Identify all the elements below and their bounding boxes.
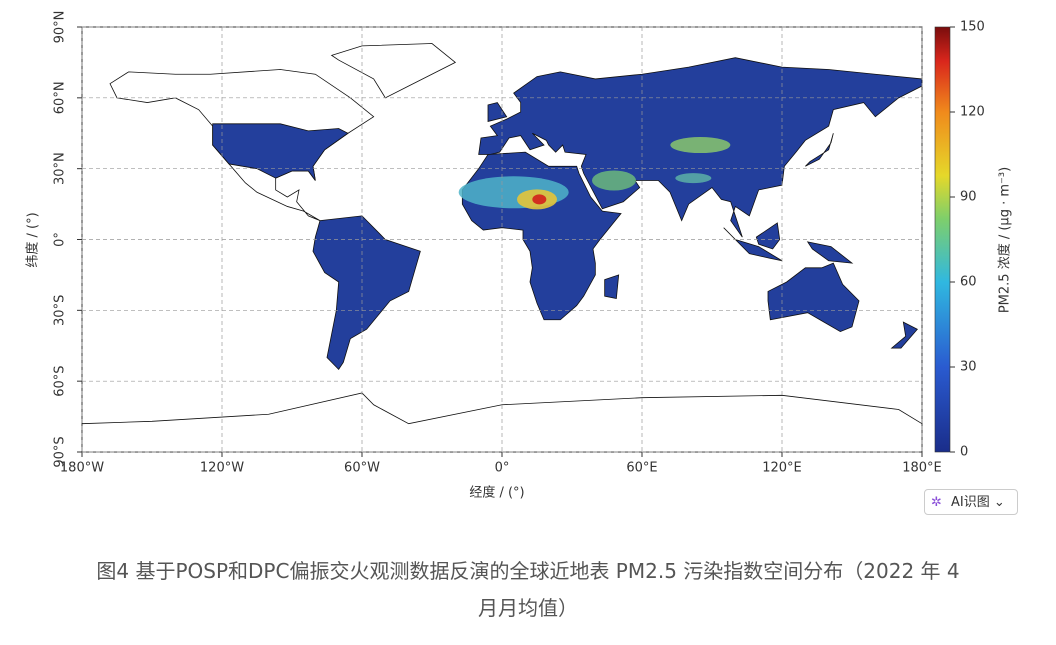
colorbar-tick-label: 150 <box>960 20 985 35</box>
hotspot <box>670 137 731 154</box>
y-tick-label: 60°S <box>53 366 68 397</box>
continent <box>767 262 860 333</box>
colorbar-tick-label: 30 <box>960 360 977 375</box>
x-tick-label: 180°W <box>60 461 104 476</box>
y-tick-label: 30°N <box>53 152 68 185</box>
island <box>890 321 918 349</box>
island <box>805 133 834 167</box>
x-tick-label: 180°E <box>902 461 942 476</box>
x-tick-label: 60°W <box>344 461 380 476</box>
hotspot <box>675 173 712 184</box>
continent <box>330 43 457 99</box>
caption-line: 月月均值） <box>478 596 578 620</box>
colorbar-tick-label: 90 <box>960 190 977 205</box>
y-tick-label: 90°N <box>53 11 68 44</box>
ai-button[interactable]: ✲ AI识图 ⌄ <box>924 489 1018 515</box>
chart: 经度 / (°) 纬度 / (°) PM2.5 浓度 / (μg · m⁻³) … <box>25 11 1013 501</box>
colorbar-tick-label: 120 <box>960 105 985 120</box>
colorbar-label: PM2.5 浓度 / (μg · m⁻³) <box>997 167 1013 313</box>
grid <box>77 26 923 457</box>
x-tick-label: 120°E <box>762 461 802 476</box>
x-tick-label: 60°E <box>626 461 657 476</box>
pm-area <box>212 123 349 181</box>
ai-button-label: AI识图 <box>951 495 990 510</box>
island <box>806 241 854 264</box>
hotspot <box>532 194 547 205</box>
ai-icon: ✲ <box>931 495 942 510</box>
x-axis-label: 经度 / (°) <box>469 485 524 501</box>
y-tick-label: 60°N <box>53 81 68 114</box>
colorbar-tick-label: 60 <box>960 275 977 290</box>
y-tick-label: 90°S <box>53 436 68 467</box>
y-tick-label: 30°S <box>53 295 68 326</box>
island <box>487 102 508 122</box>
caption-line: 图4 基于POSP和DPC偏振交火观测数据反演的全球近地表 PM2.5 污染指数… <box>96 559 960 583</box>
hotspot <box>592 170 636 191</box>
x-tick-label: 120°W <box>200 461 244 476</box>
continent <box>312 215 421 370</box>
island <box>755 222 781 250</box>
island <box>604 274 620 300</box>
y-tick-label: 0° <box>53 232 68 247</box>
colorbar-tick-label: 0 <box>960 445 968 460</box>
x-tick-label: 0° <box>495 461 510 476</box>
y-axis-label: 纬度 / (°) <box>25 212 41 267</box>
colorbar <box>934 26 951 453</box>
